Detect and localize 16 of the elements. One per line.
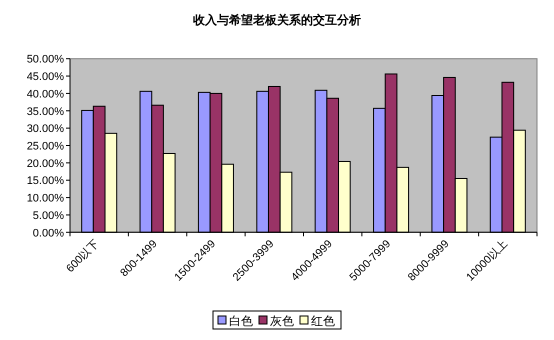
legend-label: 白色: [229, 314, 253, 328]
y-tick-label: 35.00%: [26, 106, 64, 118]
legend-label: 灰色: [270, 314, 294, 328]
y-tick-label: 45.00%: [26, 71, 64, 84]
y-tick-label: 40.00%: [26, 88, 64, 100]
y-tick-label: 20.00%: [26, 158, 64, 170]
legend-label: 红色: [311, 314, 335, 328]
y-tick-label: 50.00%: [26, 54, 64, 66]
y-tick-label: 10.00%: [26, 192, 64, 205]
y-tick-label: 5.00%: [32, 210, 64, 222]
y-tick-label: 0.00%: [32, 227, 64, 240]
y-tick-label: 30.00%: [26, 123, 64, 136]
y-tick-label: 15.00%: [26, 175, 64, 188]
y-tick-label: 25.00%: [26, 140, 64, 152]
x-tick-label: 600以下: [64, 237, 102, 275]
chart-title: 收入与希望老板关系的交互分析: [193, 13, 361, 27]
